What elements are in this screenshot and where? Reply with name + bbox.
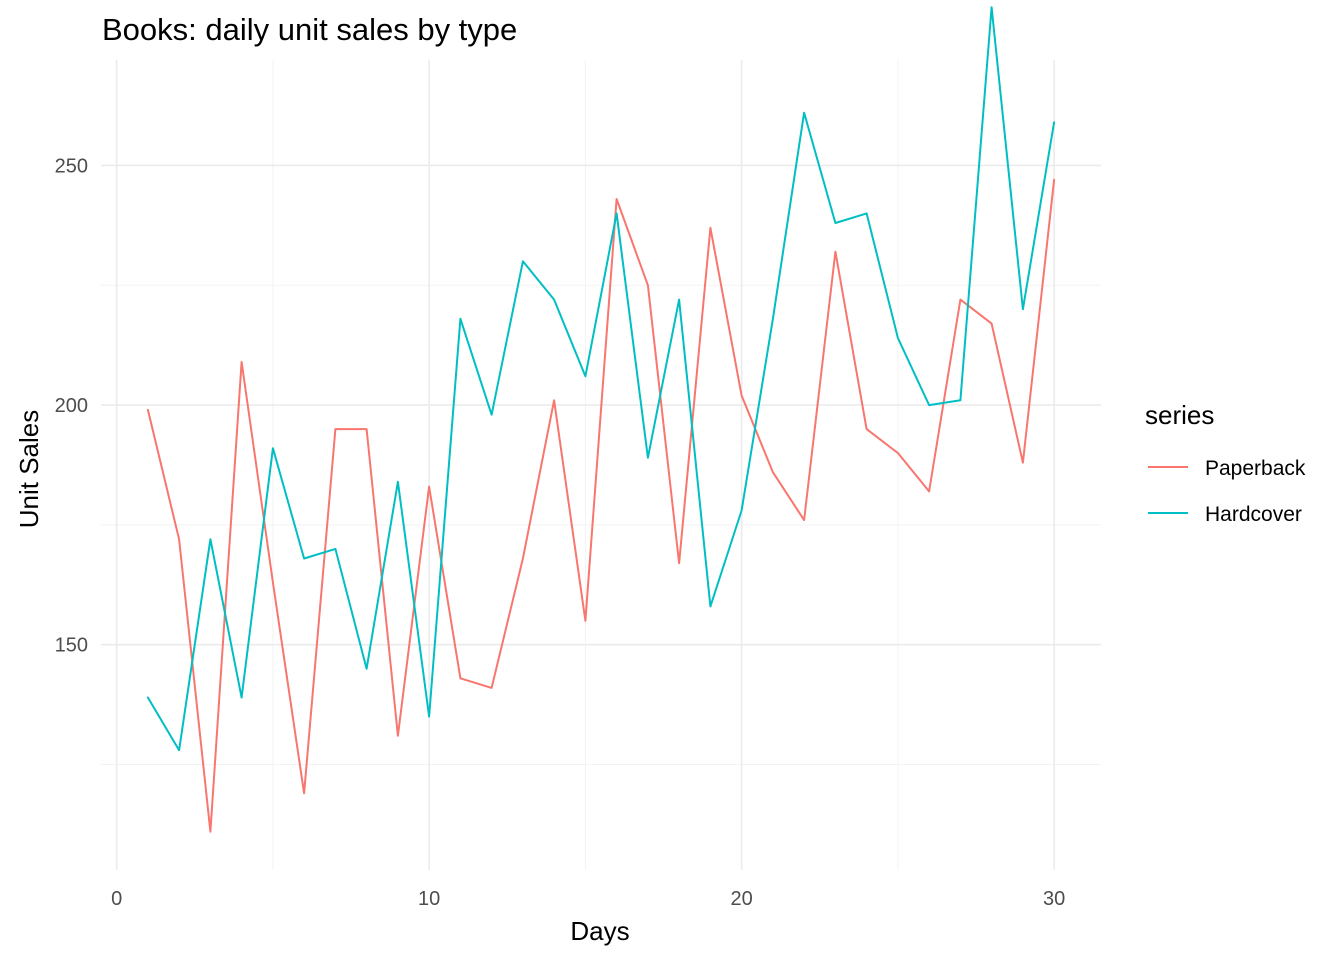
x-tick-label: 10 — [418, 888, 440, 910]
legend-label-paperback: Paperback — [1205, 457, 1306, 480]
x-axis-title: Days — [570, 916, 629, 946]
legend: series Paperback Hardcover — [1145, 400, 1306, 526]
y-tick-label: 200 — [55, 395, 88, 417]
x-axis-ticks: 0 10 20 30 — [111, 888, 1065, 910]
series-lines — [146, 6, 1056, 833]
legend-label-hardcover: Hardcover — [1205, 503, 1302, 526]
series-line-hardcover — [146, 6, 1056, 752]
y-axis-ticks: 150 200 250 — [55, 155, 88, 656]
y-tick-label: 150 — [55, 635, 88, 657]
x-tick-label: 0 — [111, 888, 122, 910]
chart-title: Books: daily unit sales by type — [102, 12, 517, 47]
legend-title: series — [1145, 400, 1214, 430]
x-tick-label: 30 — [1043, 888, 1065, 910]
x-tick-label: 20 — [731, 888, 753, 910]
grid — [101, 60, 1101, 870]
series-line-paperback — [146, 178, 1056, 833]
y-axis-title: Unit Sales — [14, 410, 44, 529]
y-tick-label: 250 — [55, 155, 88, 177]
